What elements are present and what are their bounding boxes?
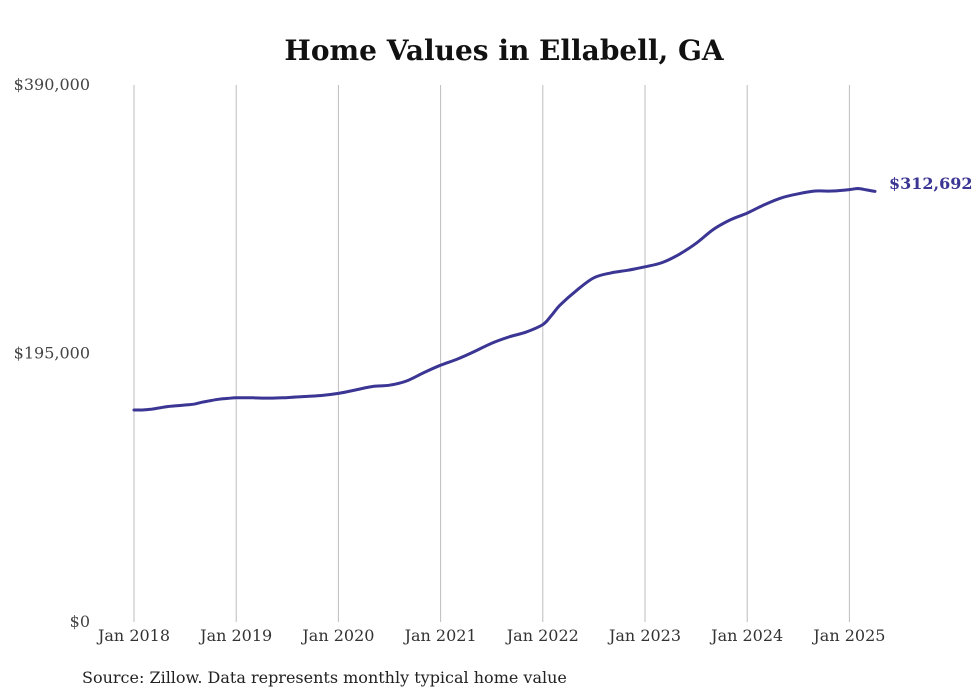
series-layer [132,187,877,412]
x-tick-label: Jan 2018 [96,626,170,645]
y-axis-ticks: $0 $195,000 $390,000 [14,75,90,631]
x-tick-label: Jan 2021 [403,626,477,645]
y-tick-label: $195,000 [14,344,90,363]
x-tick-label: Jan 2020 [300,626,374,645]
source-note: Source: Zillow. Data represents monthly … [82,668,567,687]
x-tick-label: Jan 2024 [709,626,783,645]
end-value-label: $312,692 [889,174,973,193]
y-tick-label: $0 [70,612,90,631]
chart-title: Home Values in Ellabell, GA [284,34,725,67]
x-tick-label: Jan 2025 [811,626,885,645]
series-line [132,187,877,412]
x-tick-label: Jan 2022 [505,626,579,645]
x-tick-label: Jan 2019 [198,626,272,645]
y-tick-label: $390,000 [14,75,90,94]
x-axis-ticks: Jan 2018 Jan 2019 Jan 2020 Jan 2021 Jan 2022… [96,626,885,645]
gridlines [133,85,850,622]
x-tick-label: Jan 2023 [607,626,681,645]
